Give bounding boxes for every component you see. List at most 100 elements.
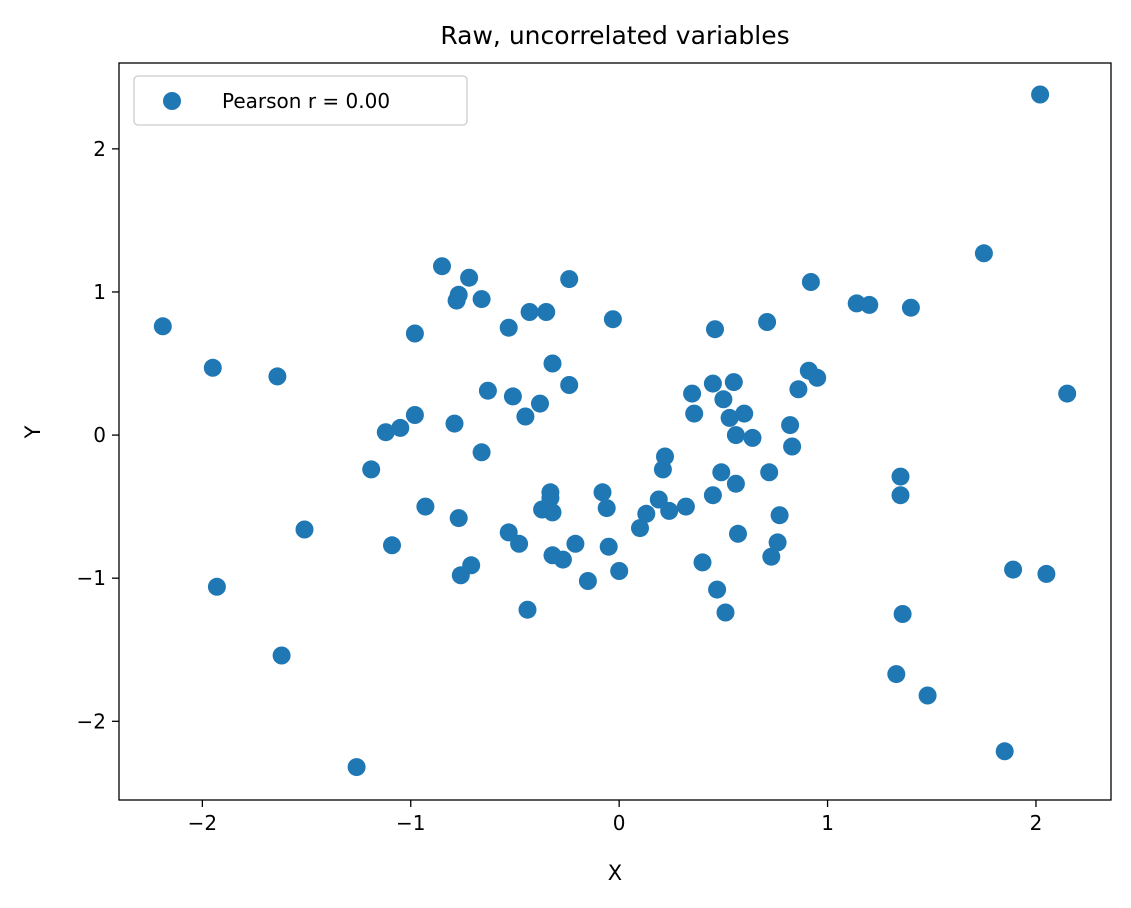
data-point: [449, 285, 468, 304]
data-point: [520, 303, 539, 321]
data-point: [1037, 564, 1056, 583]
data-point: [708, 580, 727, 599]
data-point: [770, 506, 789, 525]
data-point: [503, 387, 522, 406]
data-point: [362, 460, 381, 479]
data-point: [518, 600, 537, 619]
data-point: [541, 489, 560, 507]
y-tick-label: 2: [93, 137, 106, 161]
data-point: [789, 380, 808, 399]
data-point: [860, 295, 879, 314]
data-point: [781, 416, 800, 435]
data-point: [593, 483, 612, 502]
data-point: [743, 428, 762, 447]
data-point: [560, 376, 579, 394]
data-point: [1004, 560, 1023, 579]
points-layer: [153, 85, 1077, 777]
data-point: [499, 318, 518, 337]
data-point: [295, 520, 314, 539]
x-tick-label: −2: [188, 811, 217, 835]
data-point: [703, 486, 722, 505]
data-point: [649, 490, 668, 509]
data-point: [808, 368, 827, 387]
data-point: [995, 742, 1014, 761]
data-point: [405, 406, 424, 424]
data-point: [207, 577, 226, 596]
data-point: [631, 519, 649, 538]
ticks-layer: −2 −1 0 1 2 −2 −1 0 1 2: [77, 137, 1043, 835]
data-point: [676, 497, 695, 516]
data-point: [762, 547, 781, 566]
data-point: [272, 646, 291, 665]
data-point: [560, 270, 579, 289]
data-point: [391, 418, 410, 437]
data-point: [1031, 85, 1050, 104]
data-point: [720, 408, 739, 427]
x-tick-label: 0: [613, 811, 626, 835]
data-point: [153, 317, 172, 336]
data-point: [703, 374, 722, 393]
data-point: [714, 390, 733, 409]
data-point: [801, 273, 820, 291]
data-point: [578, 572, 597, 590]
data-point: [760, 463, 779, 482]
data-point: [891, 486, 910, 505]
data-point: [726, 426, 745, 445]
data-point: [685, 404, 704, 423]
data-point: [445, 414, 464, 433]
x-tick-label: 1: [821, 811, 834, 835]
y-tick-label: −1: [77, 566, 106, 590]
data-point: [478, 381, 497, 400]
legend: Pearson r = 0.00: [133, 75, 468, 126]
data-point: [499, 523, 518, 542]
y-tick-label: −2: [77, 709, 106, 733]
data-point: [660, 501, 679, 520]
data-point: [449, 509, 468, 528]
data-point: [537, 303, 556, 321]
data-point: [597, 499, 616, 518]
data-point: [1058, 384, 1077, 403]
data-point: [603, 310, 622, 329]
data-point: [716, 603, 735, 622]
data-point: [599, 537, 618, 556]
data-point: [783, 437, 802, 456]
legend-box: [133, 75, 468, 126]
data-point: [416, 497, 435, 516]
legend-label: Pearson r = 0.00: [222, 89, 390, 113]
x-axis-label: X: [608, 861, 622, 885]
chart-title: Raw, uncorrelated variables: [440, 21, 789, 50]
data-point: [768, 533, 787, 552]
data-point: [543, 503, 562, 522]
data-point: [516, 407, 535, 426]
data-point: [203, 358, 222, 377]
data-point: [656, 447, 674, 466]
data-point: [724, 373, 743, 392]
data-point: [566, 534, 585, 553]
data-point: [706, 320, 724, 339]
data-point: [729, 524, 747, 543]
data-point: [683, 384, 702, 403]
data-point: [712, 463, 731, 482]
data-point: [918, 686, 937, 705]
y-tick-label: 0: [93, 423, 106, 447]
data-point: [268, 367, 287, 386]
data-point: [347, 758, 366, 777]
y-axis-label: Y: [21, 425, 45, 439]
x-tick-label: 2: [1030, 811, 1043, 835]
y-tick-label: 1: [93, 280, 106, 304]
data-point: [893, 605, 912, 623]
data-point: [726, 474, 745, 493]
data-point: [462, 556, 481, 575]
data-point: [553, 550, 572, 569]
data-point: [472, 443, 491, 462]
data-point: [405, 324, 424, 343]
data-point: [974, 244, 993, 263]
data-point: [758, 313, 777, 331]
data-point: [637, 504, 656, 523]
data-point: [610, 562, 629, 580]
x-tick-label: −1: [396, 811, 425, 835]
data-point: [891, 467, 910, 486]
plot-frame: [118, 62, 1112, 801]
